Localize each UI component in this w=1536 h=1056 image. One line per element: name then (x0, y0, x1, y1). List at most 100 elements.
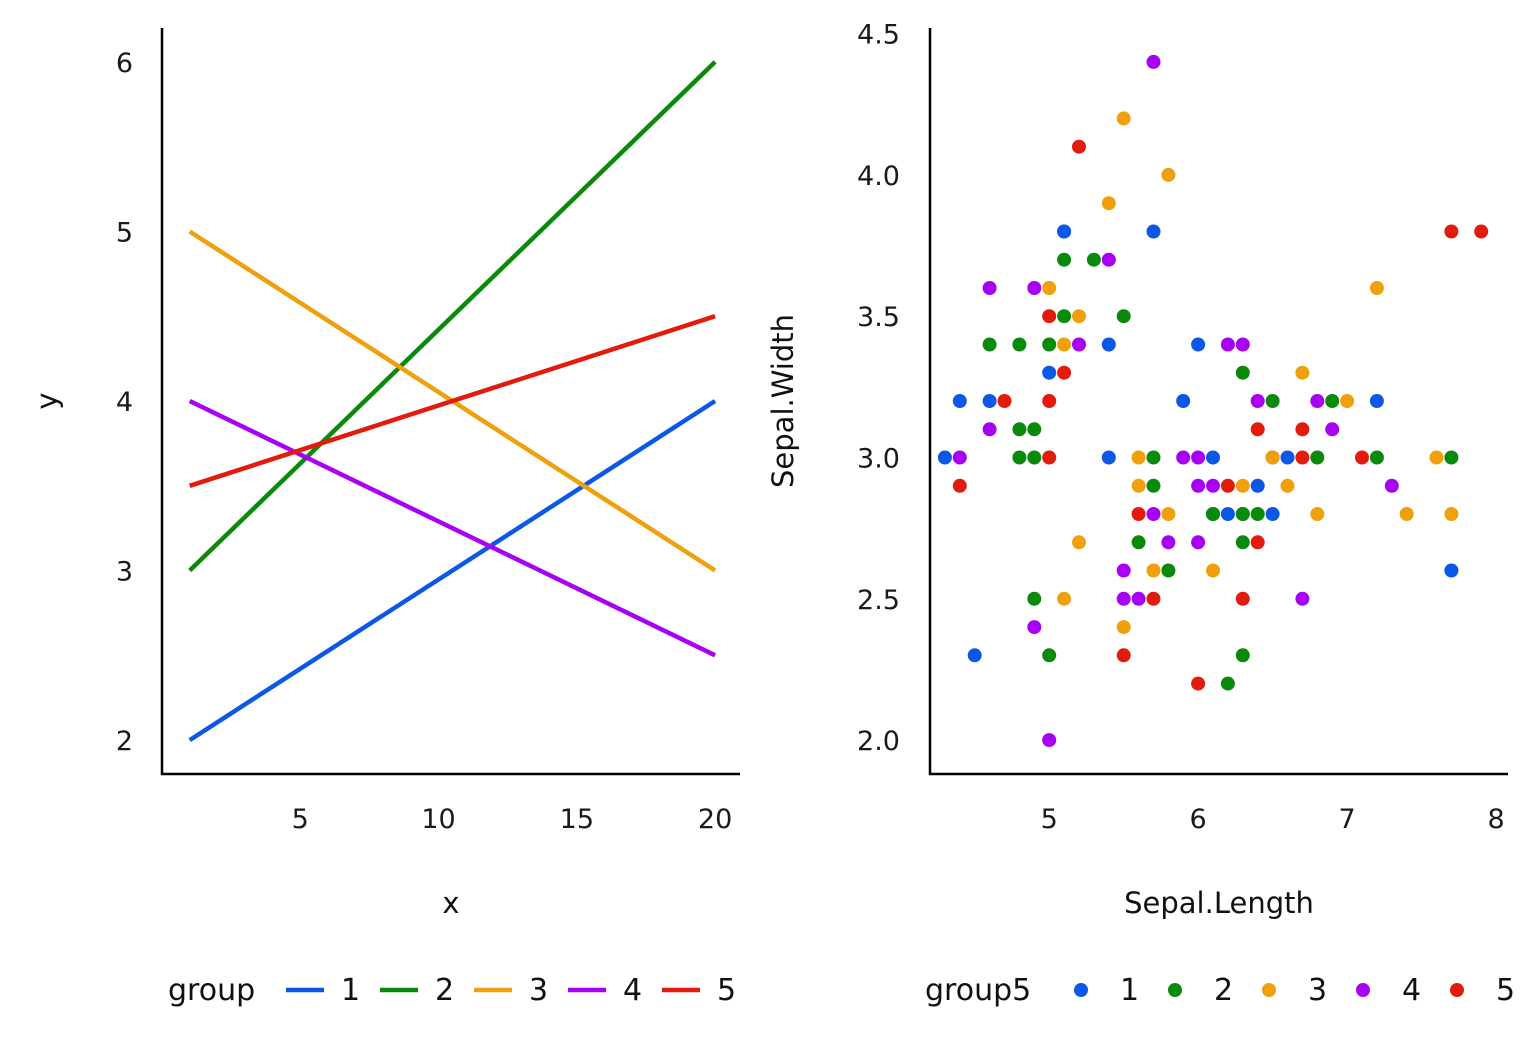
scatter-chart-y-tick-label: 4.5 (857, 20, 900, 51)
scatter-point-group-3 (1295, 365, 1310, 380)
scatter-point-group-3 (1072, 535, 1086, 550)
scatter-chart-legend-key-2 (1168, 983, 1182, 997)
scatter-point-group-5 (1250, 535, 1265, 550)
scatter-point-group-5 (1295, 422, 1310, 437)
scatter-point-group-5 (1235, 591, 1250, 606)
line-chart-x-tick-label: 10 (421, 804, 455, 835)
scatter-point-group-4 (1042, 733, 1057, 748)
scatter-point-group-1 (1250, 478, 1265, 493)
scatter-chart-legend-key-3 (1262, 983, 1276, 997)
line-series-5 (189, 314, 716, 488)
scatter-point-group-2 (1161, 563, 1176, 578)
scatter-point-group-4 (1131, 591, 1146, 606)
line-chart-panel: 2 3 4 5 6 5 10 15 20 x y group 1 2 3 4 5 (30, 28, 740, 1008)
scatter-chart-x-tick-label: 7 (1339, 804, 1356, 835)
scatter-chart-y-tick-label: 4.0 (857, 161, 900, 192)
scatter-point-group-4 (1027, 281, 1042, 295)
scatter-point-group-4 (1235, 337, 1250, 352)
scatter-point-group-1 (982, 394, 997, 408)
scatter-point-group-1 (1146, 224, 1161, 239)
scatter-point-group-3 (1116, 111, 1131, 126)
scatter-point-group-5 (997, 394, 1012, 408)
scatter-point-group-4 (1220, 337, 1235, 352)
scatter-point-group-1 (1042, 365, 1057, 380)
scatter-point-group-5 (1220, 478, 1235, 493)
scatter-point-group-1 (967, 648, 982, 663)
scatter-point-group-2 (1146, 450, 1161, 465)
line-chart-legend-title: group (168, 973, 255, 1008)
scatter-point-group-5 (1042, 394, 1057, 408)
scatter-chart-axes (928, 28, 1508, 776)
scatter-chart-legend-label-2: 2 (1214, 973, 1233, 1008)
line-chart-y-tick-labels: 2 3 4 5 6 (116, 48, 133, 757)
scatter-point-group-3 (1057, 591, 1072, 606)
scatter-point-group-2 (1220, 676, 1235, 691)
scatter-point-group-4 (1161, 535, 1176, 550)
line-chart-legend-items: 1 2 3 4 5 (286, 973, 736, 1008)
scatter-point-group-2 (1057, 309, 1072, 324)
line-chart-y-tick-label: 3 (116, 557, 133, 588)
scatter-point-group-3 (1057, 337, 1072, 352)
scatter-point-group-3 (1072, 309, 1086, 324)
scatter-point-group-4 (1116, 563, 1131, 578)
scatter-chart-legend: group5 1 2 3 4 5 (925, 973, 1515, 1008)
scatter-point-group-5 (1072, 139, 1086, 154)
scatter-point-group-2 (1235, 507, 1250, 521)
scatter-chart-y-tick-label: 3.0 (857, 444, 900, 475)
scatter-point-group-2 (1027, 422, 1042, 437)
scatter-point-group-1 (1101, 450, 1116, 465)
scatter-point-group-4 (1250, 394, 1265, 408)
scatter-chart-x-tick-label: 8 (1487, 804, 1504, 835)
scatter-chart-legend-label-3: 3 (1308, 973, 1327, 1008)
scatter-point-group-3 (1131, 450, 1146, 465)
scatter-point-group-2 (982, 337, 997, 352)
scatter-point-group-2 (1235, 648, 1250, 663)
scatter-chart-panel: 2.0 2.5 3.0 3.5 4.0 4.5 5 6 7 8 Sepal.Length Sep… (766, 20, 1515, 1008)
scatter-point-group-4 (1191, 478, 1206, 493)
scatter-point-group-4 (982, 281, 997, 295)
scatter-point-group-2 (1027, 450, 1042, 465)
scatter-point-group-2 (1042, 337, 1057, 352)
scatter-point-group-5 (1116, 648, 1131, 663)
line-series-1 (188, 399, 717, 742)
scatter-point-group-2 (1235, 365, 1250, 380)
scatter-point-group-2 (1235, 535, 1250, 550)
scatter-point-group-2 (1086, 252, 1101, 267)
scatter-chart-legend-label-5: 5 (1496, 973, 1515, 1008)
scatter-point-group-2 (1131, 535, 1146, 550)
scatter-point-group-4 (1295, 591, 1310, 606)
scatter-point-group-2 (1369, 450, 1384, 465)
scatter-point-group-3 (1429, 450, 1444, 465)
scatter-point-group-3 (1235, 478, 1250, 493)
scatter-point-group-3 (1131, 478, 1146, 493)
line-chart-x-tick-label: 15 (560, 804, 594, 835)
line-chart-x-tick-label: 5 (292, 804, 309, 835)
line-chart-legend-label-4: 4 (623, 973, 642, 1008)
scatter-point-group-2 (1027, 591, 1042, 606)
scatter-chart-legend-items: 1 2 3 4 5 (1074, 973, 1515, 1008)
scatter-chart-y-tick-label: 2.0 (857, 726, 900, 757)
scatter-chart-legend-title: group5 (925, 973, 1031, 1008)
scatter-point-group-2 (1325, 394, 1340, 408)
scatter-chart-x-tick-label: 6 (1190, 804, 1207, 835)
line-series-2 (188, 60, 717, 573)
scatter-point-group-3 (1101, 196, 1116, 211)
line-chart-axes (160, 28, 740, 776)
scatter-point-group-3 (1399, 507, 1414, 521)
line-chart-legend-label-5: 5 (717, 973, 736, 1008)
scatter-point-group-5 (952, 478, 967, 493)
scatter-point-group-5 (1250, 422, 1265, 437)
scatter-chart-y-tick-labels: 2.0 2.5 3.0 3.5 4.0 4.5 (857, 20, 900, 757)
line-chart-legend-label-1: 1 (341, 973, 360, 1008)
scatter-point-group-1 (1206, 450, 1220, 465)
scatter-point-group-3 (1206, 563, 1220, 578)
scatter-point-group-3 (1161, 167, 1176, 182)
scatter-point-group-2 (1250, 507, 1265, 521)
scatter-point-group-4 (1310, 394, 1325, 408)
scatter-point-group-2 (1012, 450, 1027, 465)
scatter-point-group-5 (1042, 450, 1057, 465)
scatter-chart-legend-key-4 (1356, 983, 1370, 997)
scatter-point-group-4 (1116, 591, 1131, 606)
line-series-group (188, 60, 717, 742)
line-chart-x-tick-label: 20 (698, 804, 732, 835)
